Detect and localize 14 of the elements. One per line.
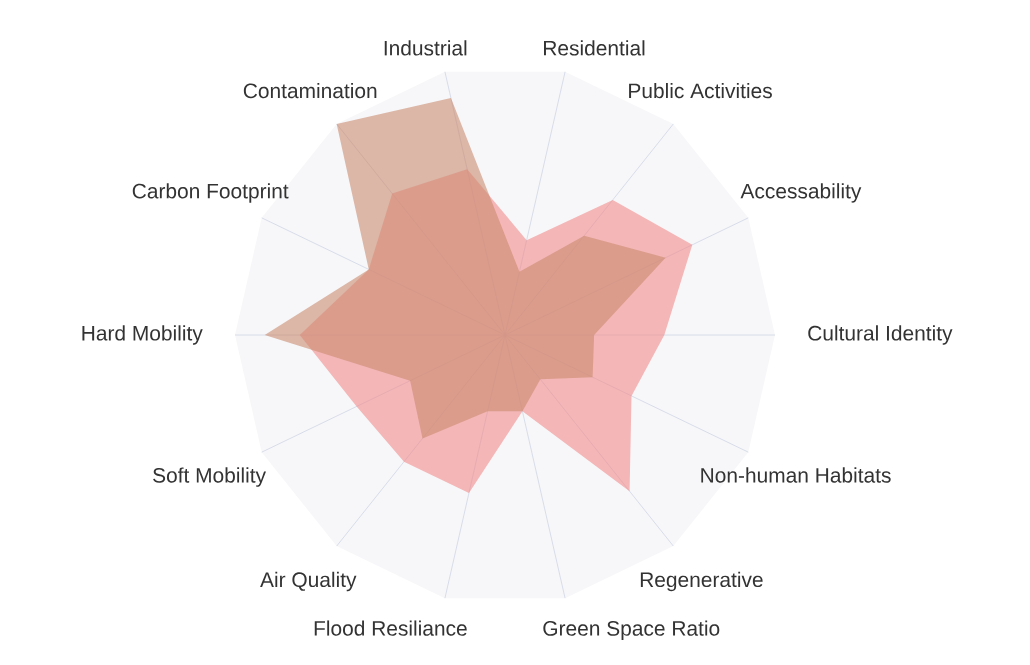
spoke-label: Cultural Identity <box>808 325 953 345</box>
spoke-label: Air Quality <box>260 571 357 592</box>
spoke-label: Soft Mobility <box>153 467 266 487</box>
spoke-label: Industrial <box>384 40 467 56</box>
spoke-label: Contamination <box>243 82 377 99</box>
spoke-label: Public Activities <box>629 82 772 99</box>
spoke-label: Residential <box>544 40 645 56</box>
spoke-label: Accessability <box>740 183 862 203</box>
spoke-label: Green Space Ratio <box>543 620 720 640</box>
spoke-label: Non-human Habitats <box>701 467 891 483</box>
spoke-label: Carbon Footprint <box>132 183 289 203</box>
spoke-label: Flood Resiliance <box>314 620 467 636</box>
spoke-label: Regenerative <box>640 571 763 592</box>
spoke-label: Hard Mobility <box>82 325 203 345</box>
